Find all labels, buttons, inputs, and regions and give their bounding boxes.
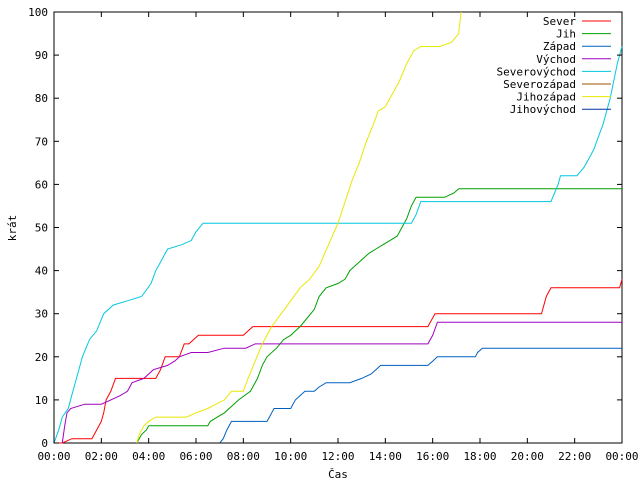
series-layer — [53, 11, 623, 444]
x-tick-label: 08:00 — [227, 450, 260, 463]
x-tick-label: 02:00 — [85, 450, 118, 463]
series-line-4 — [53, 46, 623, 444]
x-tick-label: 18:00 — [463, 450, 496, 463]
series-line-1 — [136, 188, 622, 444]
y-tick-label: 40 — [35, 265, 48, 278]
y-tick-label: 50 — [35, 222, 48, 235]
y-axis-label: krát — [6, 215, 19, 242]
x-tick-label: 00:00 — [605, 450, 638, 463]
x-axis-label: Čas — [328, 468, 348, 480]
legend-label: Sever — [543, 15, 576, 28]
y-tick-label: 10 — [35, 394, 48, 407]
series-line-0 — [54, 279, 623, 444]
x-tick-label: 06:00 — [179, 450, 212, 463]
series-line-2 — [219, 347, 622, 444]
x-tick-label: 00:00 — [37, 450, 70, 463]
legend-label: Jihovýchod — [510, 103, 576, 116]
x-tick-label: 14:00 — [369, 450, 402, 463]
y-tick-label: 80 — [35, 92, 48, 105]
y-tick-label: 100 — [28, 6, 48, 19]
series-line-6 — [136, 11, 462, 444]
legend-label: Východ — [536, 53, 576, 66]
y-tick-label: 30 — [35, 308, 48, 321]
x-tick-label: 04:00 — [132, 450, 165, 463]
x-tick-label: 12:00 — [321, 450, 354, 463]
x-tick-label: 10:00 — [274, 450, 307, 463]
y-tick-label: 70 — [35, 135, 48, 148]
x-tick-label: 22:00 — [558, 450, 591, 463]
x-tick-label: 20:00 — [511, 450, 544, 463]
y-tick-label: 90 — [35, 49, 48, 62]
axis-ticks: 0 10 20 30 40 50 60 70 80 90 100 00:00 02:00 04:00 06:… — [28, 6, 638, 463]
legend: SeverJihZápadVýchodSeverovýchodSeverozáp… — [497, 15, 611, 116]
y-tick-label: 0 — [41, 437, 48, 450]
y-tick-label: 20 — [35, 351, 48, 364]
legend-label: Západ — [543, 40, 576, 53]
legend-label: Jihozápad — [516, 91, 576, 104]
legend-label: Jih — [556, 28, 576, 41]
y-tick-label: 60 — [35, 178, 48, 191]
legend-label: Severozápad — [503, 78, 576, 91]
series-line-3 — [61, 321, 622, 444]
legend-label: Severovýchod — [497, 65, 576, 78]
x-tick-label: 16:00 — [416, 450, 449, 463]
